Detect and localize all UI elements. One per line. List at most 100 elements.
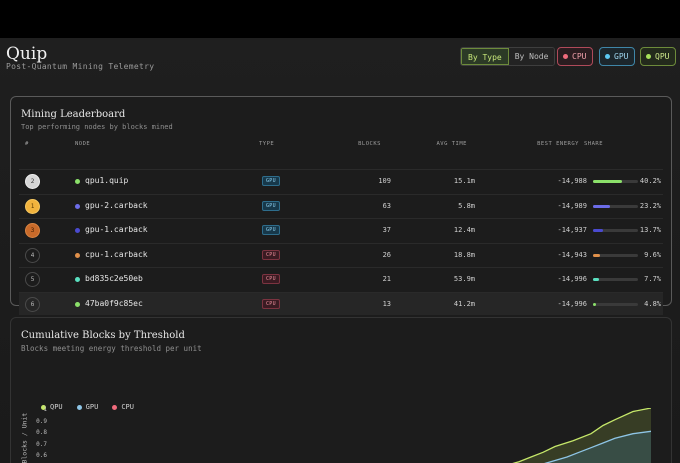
share-cell: 9.6% <box>644 250 661 259</box>
share-cell: 7.7% <box>644 275 661 283</box>
leaderboard-card: Mining Leaderboard Top performing nodes … <box>10 96 672 315</box>
filter-cpu-chip[interactable]: CPU <box>557 47 594 66</box>
series-line-qpu <box>512 408 651 463</box>
type-badge: CPU <box>262 249 280 260</box>
table-row[interactable]: 3 gpu-1.carback GPU 37 12.4m -14,937 13.7% <box>19 218 663 241</box>
window-top-border <box>0 0 680 38</box>
avg-time-cell: 15.1m <box>453 177 475 185</box>
rank-badge: 4 <box>25 247 40 263</box>
chart-legend: QPU GPU CPU <box>41 403 134 411</box>
legend-cpu[interactable]: CPU <box>112 403 134 411</box>
y-tick-label: 1 <box>43 406 47 413</box>
node-dot-icon <box>75 203 80 209</box>
node-name[interactable]: gpu-2.carback <box>85 200 148 210</box>
share-bar-fill <box>593 253 600 257</box>
table-row[interactable]: 5 bd835c2e50eb CPU 21 53.9m -14,996 7.7% <box>19 267 663 290</box>
node-name[interactable]: qpu1.quip <box>85 176 129 185</box>
legend-gpu[interactable]: GPU <box>76 403 98 411</box>
by-node-button[interactable]: By Node <box>508 48 555 65</box>
share-bar-fill <box>593 204 610 208</box>
share-bar <box>593 180 638 183</box>
share-bar <box>593 229 638 232</box>
type-badge: CPU <box>262 274 280 284</box>
avg-time-cell: 5.8m <box>458 201 475 210</box>
type-badge: GPU <box>262 176 280 186</box>
series-area-qpu <box>514 408 651 463</box>
col-best-energy[interactable]: BEST ENERGY <box>537 141 579 147</box>
share-cell: 4.8% <box>644 299 661 308</box>
avg-time-cell: 53.9m <box>453 275 475 283</box>
chart-title: Cumulative Blocks by Threshold <box>21 330 185 341</box>
blocks-cell: 13 <box>382 299 391 308</box>
table-row[interactable]: 1 gpu-2.carback GPU 63 5.8m -14,989 23.2% <box>19 193 663 217</box>
best-energy-cell: -14,996 <box>557 275 587 283</box>
filter-qpu-label: QPU <box>655 52 670 61</box>
node-dot-icon <box>75 277 80 282</box>
blocks-cell: 37 <box>382 226 391 234</box>
table-row[interactable]: 2 qpu1.quip GPU 109 15.1m -14,988 40.2% <box>19 169 663 192</box>
col-node[interactable]: NODE <box>75 141 91 147</box>
page-subtitle: Post-Quantum Mining Telemetry <box>6 62 155 71</box>
col-share[interactable]: SHARE <box>584 141 604 147</box>
node-name[interactable]: cpu-1.carback <box>85 249 148 259</box>
table-row[interactable]: 6 47ba0f9c85ec CPU 13 41.2m -14,996 4.8% <box>19 291 663 315</box>
rank-badge: 6 <box>25 296 40 312</box>
series-line-gpu <box>544 430 651 463</box>
col-avg-time[interactable]: AVG TIME <box>436 141 467 147</box>
share-bar <box>593 302 638 306</box>
avg-time-cell: 18.8m <box>453 250 475 259</box>
node-name[interactable]: 47ba0f9c85ec <box>85 298 143 308</box>
filter-gpu-label: GPU <box>614 52 629 61</box>
filter-gpu-chip[interactable]: GPU <box>599 47 636 66</box>
best-energy-cell: -14,943 <box>557 250 587 259</box>
legend-cpu-label: CPU <box>121 403 134 411</box>
blocks-cell: 21 <box>382 275 391 283</box>
type-badge: GPU <box>262 225 280 235</box>
col-blocks[interactable]: BLOCKS <box>358 141 381 147</box>
leaderboard-subtitle: Top performing nodes by blocks mined <box>21 123 173 131</box>
telemetry-app: Quip Post-Quantum Mining Telemetry By Ty… <box>0 38 680 463</box>
best-energy-cell: -14,996 <box>557 299 587 308</box>
share-cell: 23.2% <box>639 201 661 210</box>
gpu-legend-icon <box>76 404 82 410</box>
y-tick-label: 0.6 <box>36 452 47 459</box>
by-type-button[interactable]: By Type <box>461 48 509 65</box>
node-dot-icon <box>75 301 80 307</box>
type-badge: CPU <box>262 298 280 309</box>
node-dot-icon <box>75 252 80 258</box>
y-axis-label: e Blocks / Unit <box>20 412 29 463</box>
share-cell: 13.7% <box>639 226 661 234</box>
node-name[interactable]: bd835c2e50eb <box>85 274 143 283</box>
table-row[interactable]: 4 cpu-1.carback CPU 26 18.8m -14,943 9.6% <box>19 242 663 266</box>
cpu-dot-icon <box>563 54 568 59</box>
qpu-dot-icon <box>646 54 651 59</box>
blocks-cell: 63 <box>382 201 391 210</box>
y-tick-label: 0.9 <box>36 417 47 425</box>
rank-badge: 3 <box>25 223 40 238</box>
y-tick-label: 0.8 <box>36 429 47 436</box>
avg-time-cell: 12.4m <box>453 226 475 234</box>
share-cell: 40.2% <box>639 177 661 185</box>
best-energy-cell: -14,989 <box>557 201 587 210</box>
cpu-legend-icon <box>112 404 118 410</box>
share-bar-fill <box>593 229 603 232</box>
blocks-cell: 109 <box>378 177 391 185</box>
view-toggle: By Type By Node <box>460 47 556 66</box>
cumulative-card: Cumulative Blocks by Threshold Blocks me… <box>10 317 672 463</box>
share-bar <box>593 278 638 281</box>
qpu-legend-icon <box>41 404 46 410</box>
legend-qpu[interactable]: QPU <box>41 403 63 411</box>
best-energy-cell: -14,988 <box>557 177 587 185</box>
filter-qpu-chip[interactable]: QPU <box>640 47 677 66</box>
share-bar-fill <box>593 302 597 306</box>
avg-time-cell: 41.2m <box>453 299 475 308</box>
col-type[interactable]: TYPE <box>259 141 275 147</box>
cumulative-plot <box>512 408 651 463</box>
legend-qpu-label: QPU <box>50 403 63 411</box>
y-tick-label: 0.7 <box>36 440 47 448</box>
rank-badge: 5 <box>25 272 40 287</box>
node-name[interactable]: gpu-1.carback <box>85 225 148 234</box>
gpu-dot-icon <box>605 54 610 59</box>
share-bar-fill <box>593 180 622 183</box>
col-rank[interactable]: # <box>25 141 29 147</box>
